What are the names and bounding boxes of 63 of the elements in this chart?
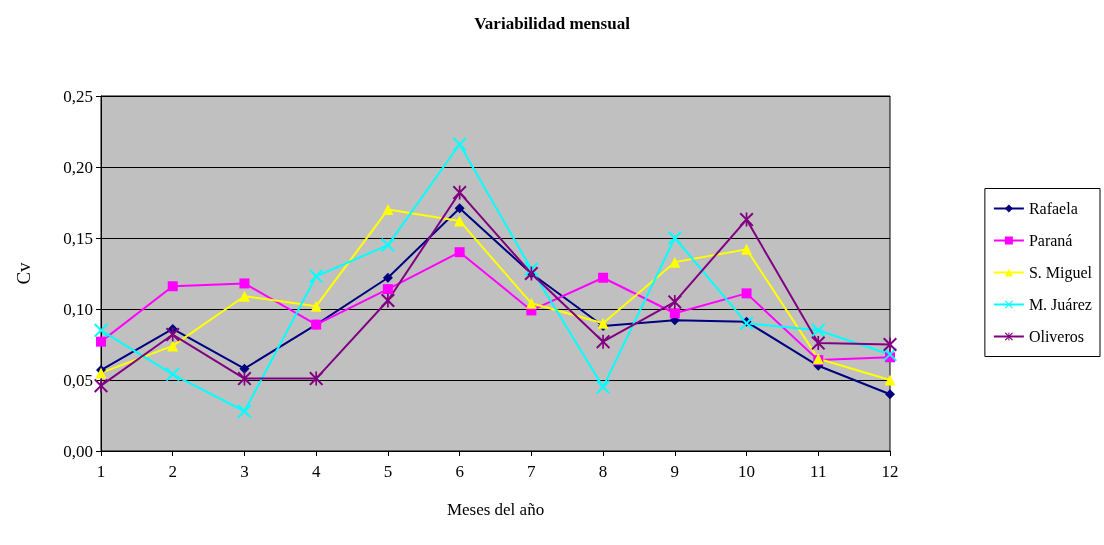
point [596,334,611,349]
point [310,300,322,312]
legend-label: Oliveros [1028,328,1084,345]
point [669,308,680,319]
point [309,269,324,284]
point [165,367,180,382]
legend-label: Rafaela [1028,200,1078,217]
point [239,278,250,289]
point [597,317,609,329]
point [94,378,108,393]
point [96,336,106,347]
y-tick-label: 0,00 [63,441,93,461]
point [667,294,682,309]
x-tick-label: 6 [455,462,464,481]
x-tick-label: 8 [598,462,608,481]
point [669,256,681,268]
chart-title: Variabilidad mensual [474,14,631,33]
point [239,363,250,374]
point [165,327,180,342]
x-tick-label: 7 [527,462,537,481]
x-axis-title: Meses del año [446,500,545,519]
y-tick-label: 0,20 [63,157,93,177]
point [667,231,682,245]
point [739,316,754,331]
point [885,389,895,400]
point [167,281,178,292]
point [238,290,250,302]
x-tick-label: 1 [96,462,106,481]
point [525,297,537,309]
point [382,204,394,216]
x-tick-label: 10 [738,462,756,481]
x-tick-label: 5 [383,462,393,481]
point [454,215,466,227]
point [380,238,395,253]
x-tick-label: 11 [810,462,827,481]
legend-label: M. Juárez [1028,296,1092,313]
x-tick-label: 3 [240,462,249,481]
y-tick-label: 0,25 [63,86,93,106]
y-tick-label: 0,05 [63,370,93,390]
point [94,323,108,338]
x-tick-label: 2 [168,462,177,481]
point [237,404,252,419]
point [811,336,826,351]
point [382,284,393,295]
y-tick-label: 0,10 [63,299,93,319]
point [884,374,896,386]
point [382,272,393,283]
point [454,203,465,214]
y-axis-title: Cv [13,261,34,285]
point [741,243,753,255]
point [454,247,465,258]
point [598,272,609,283]
point [596,380,611,395]
y-tick-label: 0,15 [63,228,93,248]
x-tick-label: 9 [670,462,680,481]
legend-label: Paraná [1028,232,1073,249]
x-tick-label: 12 [881,462,899,481]
point [452,137,467,152]
point [380,293,395,308]
x-tick-label: 4 [311,462,321,481]
point [741,288,752,299]
legend-label: S. Miguel [1028,264,1093,282]
point [309,371,324,386]
